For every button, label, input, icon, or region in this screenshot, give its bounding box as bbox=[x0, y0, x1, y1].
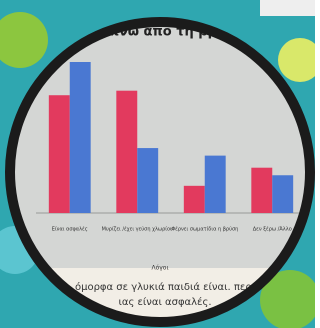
x-tick-label: Είναι ασφαλές bbox=[52, 226, 88, 233]
window-corner bbox=[260, 0, 315, 16]
page: {"chart_data": {"type": "bar", "title": … bbox=[0, 0, 320, 328]
x-tick-label: Μυρίζει /έχει γεύση χλωρίου bbox=[102, 226, 173, 233]
bar bbox=[184, 186, 205, 213]
bar bbox=[116, 91, 137, 213]
caption-line: ιας είναι ασφαλές. bbox=[118, 296, 211, 308]
bar bbox=[251, 168, 272, 213]
bar bbox=[49, 95, 70, 213]
bar bbox=[137, 148, 158, 213]
x-axis-label: Λόγοι bbox=[151, 265, 168, 272]
bar bbox=[70, 62, 91, 213]
caption-line: όμορφα σε γλυκιά παιδιά είναι. περι bbox=[75, 281, 256, 293]
x-tick-label: Φέρνει σωματίδια η βρύση bbox=[171, 226, 238, 233]
bar bbox=[205, 156, 226, 213]
screenshot: ι δεν πίνω από τη βρύση του Λόγοι όμορφα… bbox=[0, 0, 315, 328]
x-tick-label: Δεν ξέρω /Άλλο bbox=[253, 226, 292, 233]
bar bbox=[272, 175, 293, 213]
